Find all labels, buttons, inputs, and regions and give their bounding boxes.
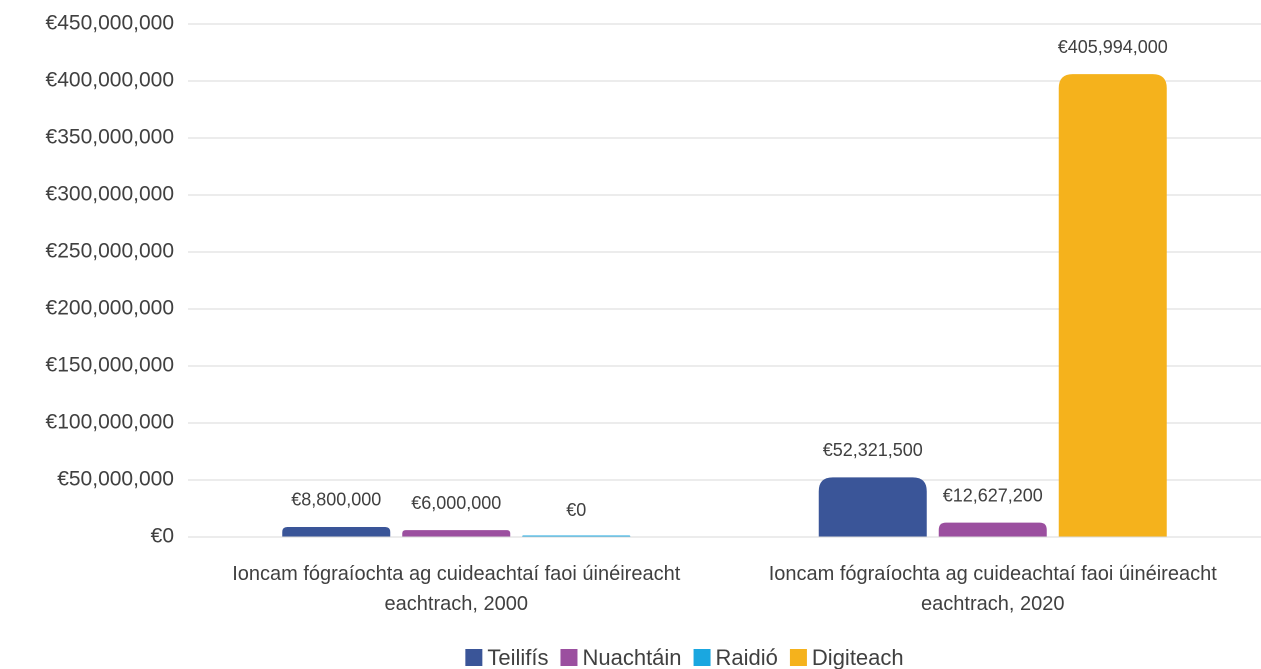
y-tick-label: €450,000,000	[46, 12, 174, 35]
legend-item: Nuachtáin	[560, 645, 682, 669]
y-tick-label: €400,000,000	[46, 69, 174, 92]
legend-label: Teilifís	[487, 645, 548, 669]
bar	[818, 477, 927, 537]
value-label: €52,321,500	[823, 440, 923, 460]
value-label: €12,627,200	[943, 485, 1043, 505]
legend-swatch	[693, 649, 711, 666]
y-tick-label: €200,000,000	[46, 297, 174, 320]
bar	[402, 530, 511, 537]
x-tick-label: Ioncam fógraíochta ag cuideachtaí faoi ú…	[232, 563, 681, 615]
legend-label: Digiteach	[812, 645, 904, 669]
y-tick-label: €100,000,000	[46, 411, 174, 434]
value-label: €6,000,000	[411, 493, 501, 513]
value-label: €405,994,000	[1058, 37, 1168, 57]
y-tick-label: €150,000,000	[46, 354, 174, 377]
legend-item: Raidió	[693, 645, 778, 669]
legend-item: Digiteach	[789, 645, 904, 669]
bar	[282, 526, 391, 537]
legend-label: Nuachtáin	[582, 645, 681, 669]
legend-swatch	[789, 649, 807, 666]
y-tick-label: €50,000,000	[57, 468, 174, 491]
y-tick-label: €300,000,000	[46, 183, 174, 206]
value-label: €8,800,000	[291, 490, 381, 510]
legend-swatch	[560, 649, 578, 666]
legend-item: Teilifís	[465, 645, 548, 669]
y-tick-label: €0	[151, 525, 174, 548]
bar	[1058, 74, 1167, 537]
legend-swatch	[465, 649, 483, 666]
legend-label: Raidió	[716, 645, 778, 669]
x-tick-label: Ioncam fógraíochta ag cuideachtaí faoi ú…	[768, 563, 1217, 615]
value-label: €0	[566, 500, 586, 520]
y-tick-label: €250,000,000	[46, 240, 174, 263]
bar	[938, 522, 1047, 537]
y-tick-label: €350,000,000	[46, 126, 174, 149]
